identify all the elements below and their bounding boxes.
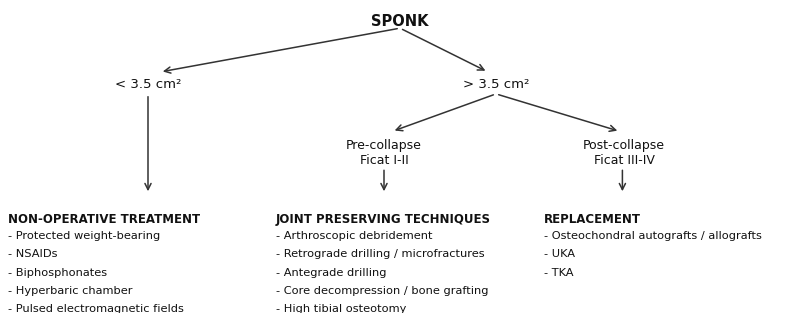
Text: - Biphosphonates: - Biphosphonates [8,268,107,278]
Text: > 3.5 cm²: > 3.5 cm² [463,78,529,91]
Text: - Osteochondral autografts / allografts: - Osteochondral autografts / allografts [544,231,762,241]
Text: - Hyperbaric chamber: - Hyperbaric chamber [8,286,133,296]
Text: Pre-collapse
Ficat I-II: Pre-collapse Ficat I-II [346,139,422,167]
Text: - High tibial osteotomy: - High tibial osteotomy [276,304,406,313]
Text: < 3.5 cm²: < 3.5 cm² [115,78,181,91]
Text: - Pulsed electromagnetic fields: - Pulsed electromagnetic fields [8,304,184,313]
Text: Post-collapse
Ficat III-IV: Post-collapse Ficat III-IV [583,139,665,167]
Text: SPONK: SPONK [371,14,429,29]
Text: - UKA: - UKA [544,249,575,259]
Text: - TKA: - TKA [544,268,574,278]
Text: - Arthroscopic debridement: - Arthroscopic debridement [276,231,433,241]
Text: - Antegrade drilling: - Antegrade drilling [276,268,386,278]
Text: - Retrograde drilling / microfractures: - Retrograde drilling / microfractures [276,249,485,259]
Text: NON-OPERATIVE TREATMENT: NON-OPERATIVE TREATMENT [8,213,200,226]
Text: - Core decompression / bone grafting: - Core decompression / bone grafting [276,286,489,296]
Text: REPLACEMENT: REPLACEMENT [544,213,641,226]
Text: JOINT PRESERVING TECHNIQUES: JOINT PRESERVING TECHNIQUES [276,213,491,226]
Text: - Protected weight-bearing: - Protected weight-bearing [8,231,160,241]
Text: - NSAIDs: - NSAIDs [8,249,58,259]
